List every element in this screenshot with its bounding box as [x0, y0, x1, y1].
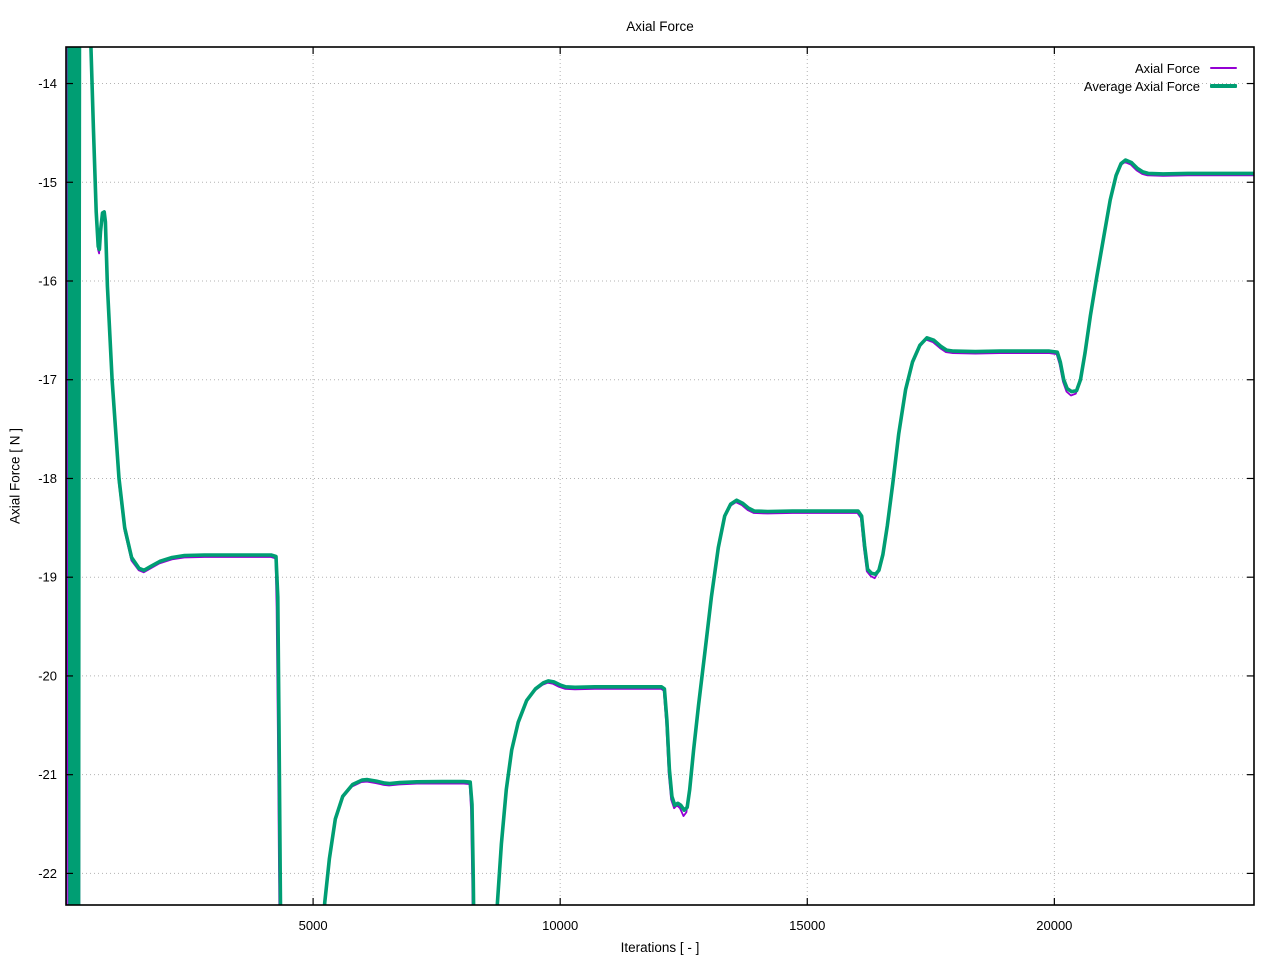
- legend-item-axial-force: Axial Force: [1084, 59, 1237, 77]
- y-tick-label: -22: [38, 866, 57, 881]
- x-tick-label: 5000: [299, 918, 328, 933]
- legend-line-sample-axial-force: [1210, 67, 1237, 69]
- axis-tick-labels: 5000 10000 15000 20000 -22 -21 -20 -19 -18 -17 -16…: [38, 76, 1072, 933]
- y-tick-label: -18: [38, 471, 57, 486]
- plot-border: [65, 46, 1255, 906]
- chart-title: Axial Force: [626, 19, 694, 34]
- y-tick-label: -15: [38, 175, 57, 190]
- y-tick-label: -14: [38, 76, 57, 91]
- axis-ticks: [66, 47, 1254, 905]
- axial-force-line: [66, 47, 1254, 905]
- x-tick-label: 10000: [542, 918, 578, 933]
- legend-line-sample-average-axial-force: [1210, 84, 1237, 88]
- y-tick-label: -21: [38, 767, 57, 782]
- legend-label-axial-force: Axial Force: [1134, 60, 1200, 76]
- data-series: [66, 47, 1254, 905]
- x-tick-label: 15000: [789, 918, 825, 933]
- legend: Axial Force Average Axial Force: [1084, 59, 1237, 95]
- y-tick-label: -19: [38, 570, 57, 585]
- legend-item-average-axial-force: Average Axial Force: [1084, 77, 1237, 95]
- y-tick-label: -17: [38, 372, 57, 387]
- y-tick-label: -16: [38, 274, 57, 289]
- x-tick-label: 20000: [1036, 918, 1072, 933]
- legend-label-average-axial-force: Average Axial Force: [1083, 78, 1200, 94]
- x-axis-label: Iterations [ - ]: [620, 940, 700, 955]
- y-tick-label: -20: [38, 668, 57, 683]
- average-axial-force-line: [67, 47, 1254, 905]
- grid-lines: [66, 47, 1254, 905]
